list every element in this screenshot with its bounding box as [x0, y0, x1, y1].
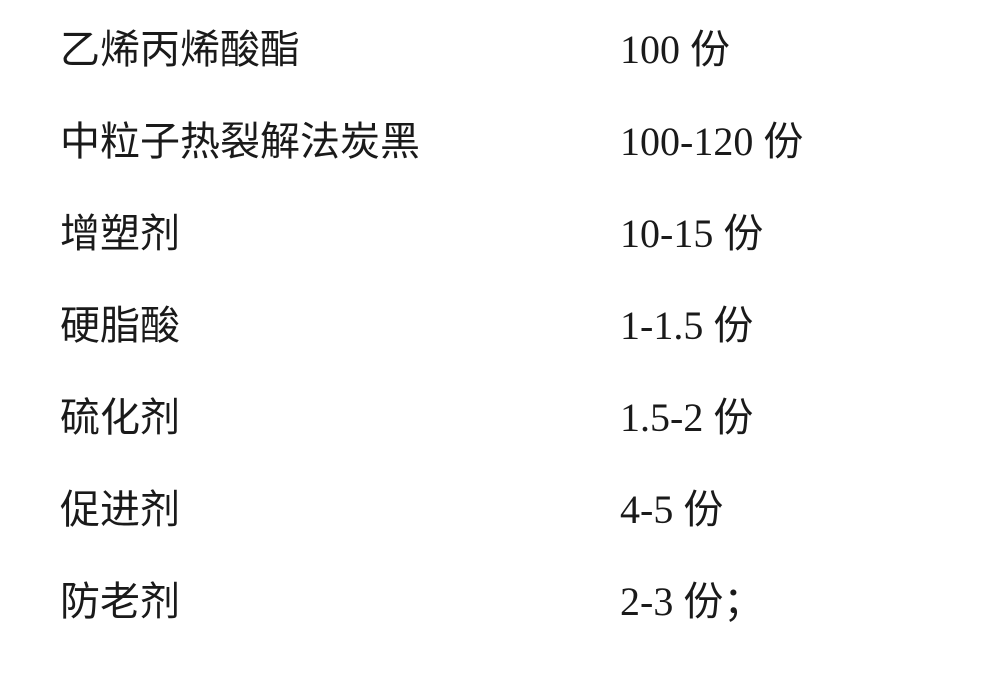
- ingredient-label: 硫化剂: [60, 398, 180, 438]
- trailing-punct: ；: [723, 579, 763, 624]
- ingredient-label: 促进剂: [60, 490, 180, 530]
- ingredient-label: 乙烯丙烯酸酯: [60, 30, 300, 70]
- ingredient-amount: 2-3 份；: [620, 582, 940, 622]
- table-row: 防老剂 2-3 份；: [60, 582, 940, 674]
- ingredient-amount: 1.5-2 份: [620, 398, 940, 438]
- table-row: 乙烯丙烯酸酯 100 份: [60, 30, 940, 122]
- ingredient-label: 防老剂: [60, 582, 180, 622]
- ingredient-label: 增塑剂: [60, 214, 180, 254]
- table-row: 中粒子热裂解法炭黑 100-120 份: [60, 122, 940, 214]
- ingredient-label: 硬脂酸: [60, 306, 180, 346]
- table-row: 增塑剂 10-15 份: [60, 214, 940, 306]
- table-row: 硫化剂 1.5-2 份: [60, 398, 940, 490]
- ingredient-amount: 10-15 份: [620, 214, 940, 254]
- ingredient-amount: 100 份: [620, 30, 940, 70]
- ingredient-amount: 100-120 份: [620, 122, 940, 162]
- table-row: 促进剂 4-5 份: [60, 490, 940, 582]
- ingredient-amount: 1-1.5 份: [620, 306, 940, 346]
- table-row: 硬脂酸 1-1.5 份: [60, 306, 940, 398]
- ingredient-label: 中粒子热裂解法炭黑: [60, 122, 420, 162]
- composition-table: 乙烯丙烯酸酯 100 份 中粒子热裂解法炭黑 100-120 份 增塑剂 10-…: [0, 0, 1000, 676]
- ingredient-amount: 4-5 份: [620, 490, 940, 530]
